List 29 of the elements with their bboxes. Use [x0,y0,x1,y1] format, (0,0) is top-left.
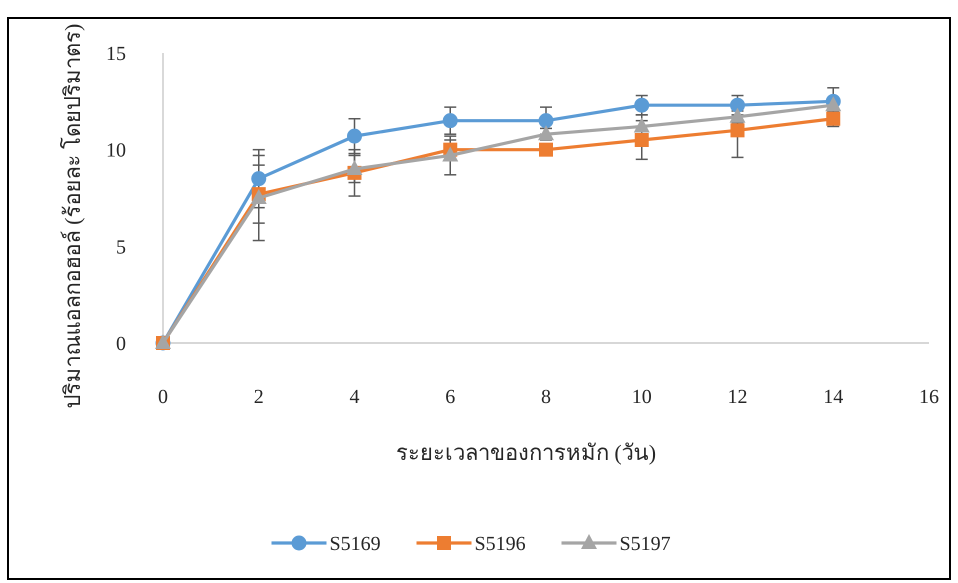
x-tick-label: 8 [541,386,551,408]
point [442,146,458,162]
y-tick-label: 15 [106,43,126,65]
point [634,133,649,147]
y-tick-label: 5 [116,236,126,258]
x-axis-title: ระยะเวลาของการหมัก (วัน) [396,440,656,465]
point [539,142,553,157]
point [538,113,554,128]
point [634,117,650,132]
y-axis-title: ปริมาณแอลกอฮอล์ (ร้อยละ โดยปริมาตร) [60,24,85,408]
x-tick-label: 16 [919,386,939,408]
point [346,160,362,175]
x-tick-label: 12 [728,386,748,408]
point [730,98,745,113]
y-tick-label: 0 [116,333,126,355]
x-tick-label: 10 [632,386,652,408]
x-tick-label: 4 [350,386,360,408]
legend-label: S5169 [330,533,381,555]
point [251,171,266,186]
x-tick-label: 14 [823,386,844,408]
x-tick-label: 0 [158,386,168,408]
legend-label: S5197 [620,533,671,555]
x-tick-label: 2 [254,386,264,408]
point [730,123,744,138]
y-tick-label: 10 [106,140,126,162]
x-tick-label: 6 [445,386,456,408]
point [442,113,458,128]
legend-label: S5196 [474,533,526,555]
point [347,128,362,144]
